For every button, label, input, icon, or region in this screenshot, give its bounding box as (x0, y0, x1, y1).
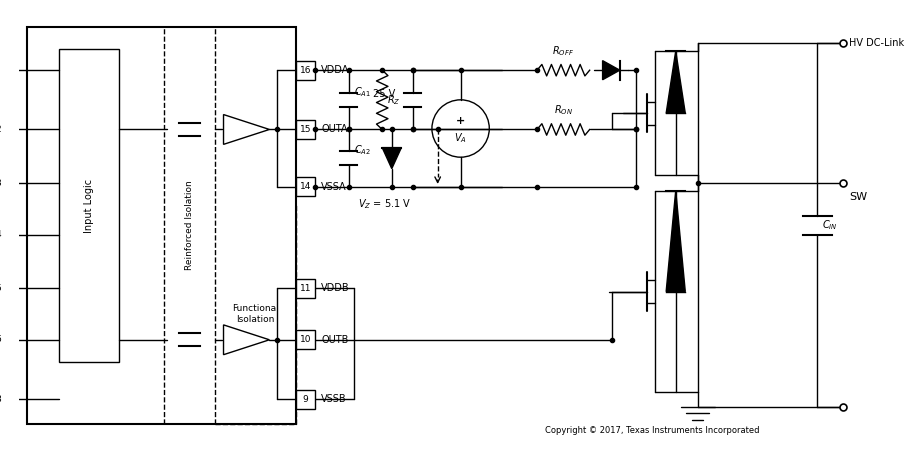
Bar (296, 390, 315, 409)
Text: 10: 10 (300, 335, 312, 344)
Text: 9: 9 (302, 395, 309, 404)
Bar (164, 27, 215, 424)
Polygon shape (602, 61, 619, 80)
Text: VSSB: VSSB (321, 394, 347, 404)
Text: Functional
Isolation: Functional Isolation (232, 304, 279, 324)
Text: 14: 14 (300, 182, 312, 191)
Text: Copyright © 2017, Texas Instruments Incorporated: Copyright © 2017, Texas Instruments Inco… (545, 426, 759, 435)
Bar (0, 173, 7, 193)
Text: VDDA: VDDA (321, 65, 350, 75)
Polygon shape (666, 51, 685, 113)
Text: $R_{OFF}$: $R_{OFF}$ (552, 44, 575, 58)
Bar (215, 204, 296, 424)
Text: $R_{ON}$: $R_{ON}$ (554, 103, 573, 117)
Text: $C_{A1}$: $C_{A1}$ (353, 85, 371, 99)
Bar (296, 330, 315, 349)
Text: 25 V: 25 V (373, 89, 394, 99)
Bar (296, 120, 315, 139)
Bar (59, 49, 119, 362)
Bar (0, 61, 7, 80)
Text: OUTA: OUTA (321, 125, 347, 135)
Bar (0, 390, 7, 409)
Text: $R_Z$: $R_Z$ (387, 93, 401, 107)
Text: Input Logic: Input Logic (84, 178, 94, 232)
Text: $V_A$: $V_A$ (455, 131, 467, 145)
Text: 16: 16 (300, 66, 312, 75)
Text: OUTB: OUTB (321, 335, 348, 345)
Text: 15: 15 (300, 125, 312, 134)
Text: Reinforced Isolation: Reinforced Isolation (185, 181, 194, 270)
Text: VDDB: VDDB (321, 283, 350, 293)
Bar (296, 177, 315, 197)
Text: $V_Z$ = 5.1 V: $V_Z$ = 5.1 V (358, 197, 412, 211)
Text: VSSA: VSSA (321, 182, 347, 192)
Bar (296, 61, 315, 80)
Text: $C_{A2}$: $C_{A2}$ (353, 144, 371, 157)
Text: 11: 11 (300, 284, 312, 293)
Text: +: + (456, 116, 466, 126)
Bar (0, 330, 7, 349)
Text: HV DC-Link: HV DC-Link (849, 39, 904, 48)
Polygon shape (383, 148, 402, 169)
Bar (26, 27, 296, 424)
Polygon shape (666, 191, 685, 292)
Bar (0, 225, 7, 244)
Text: $C_{IN}$: $C_{IN}$ (822, 218, 838, 232)
Bar (296, 279, 315, 298)
Bar (0, 279, 7, 298)
Bar (0, 120, 7, 139)
Text: SW: SW (849, 193, 867, 202)
